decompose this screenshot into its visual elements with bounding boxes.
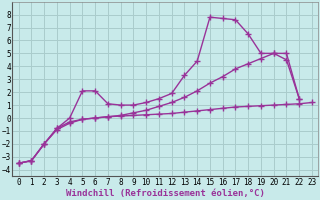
X-axis label: Windchill (Refroidissement éolien,°C): Windchill (Refroidissement éolien,°C) bbox=[66, 189, 265, 198]
